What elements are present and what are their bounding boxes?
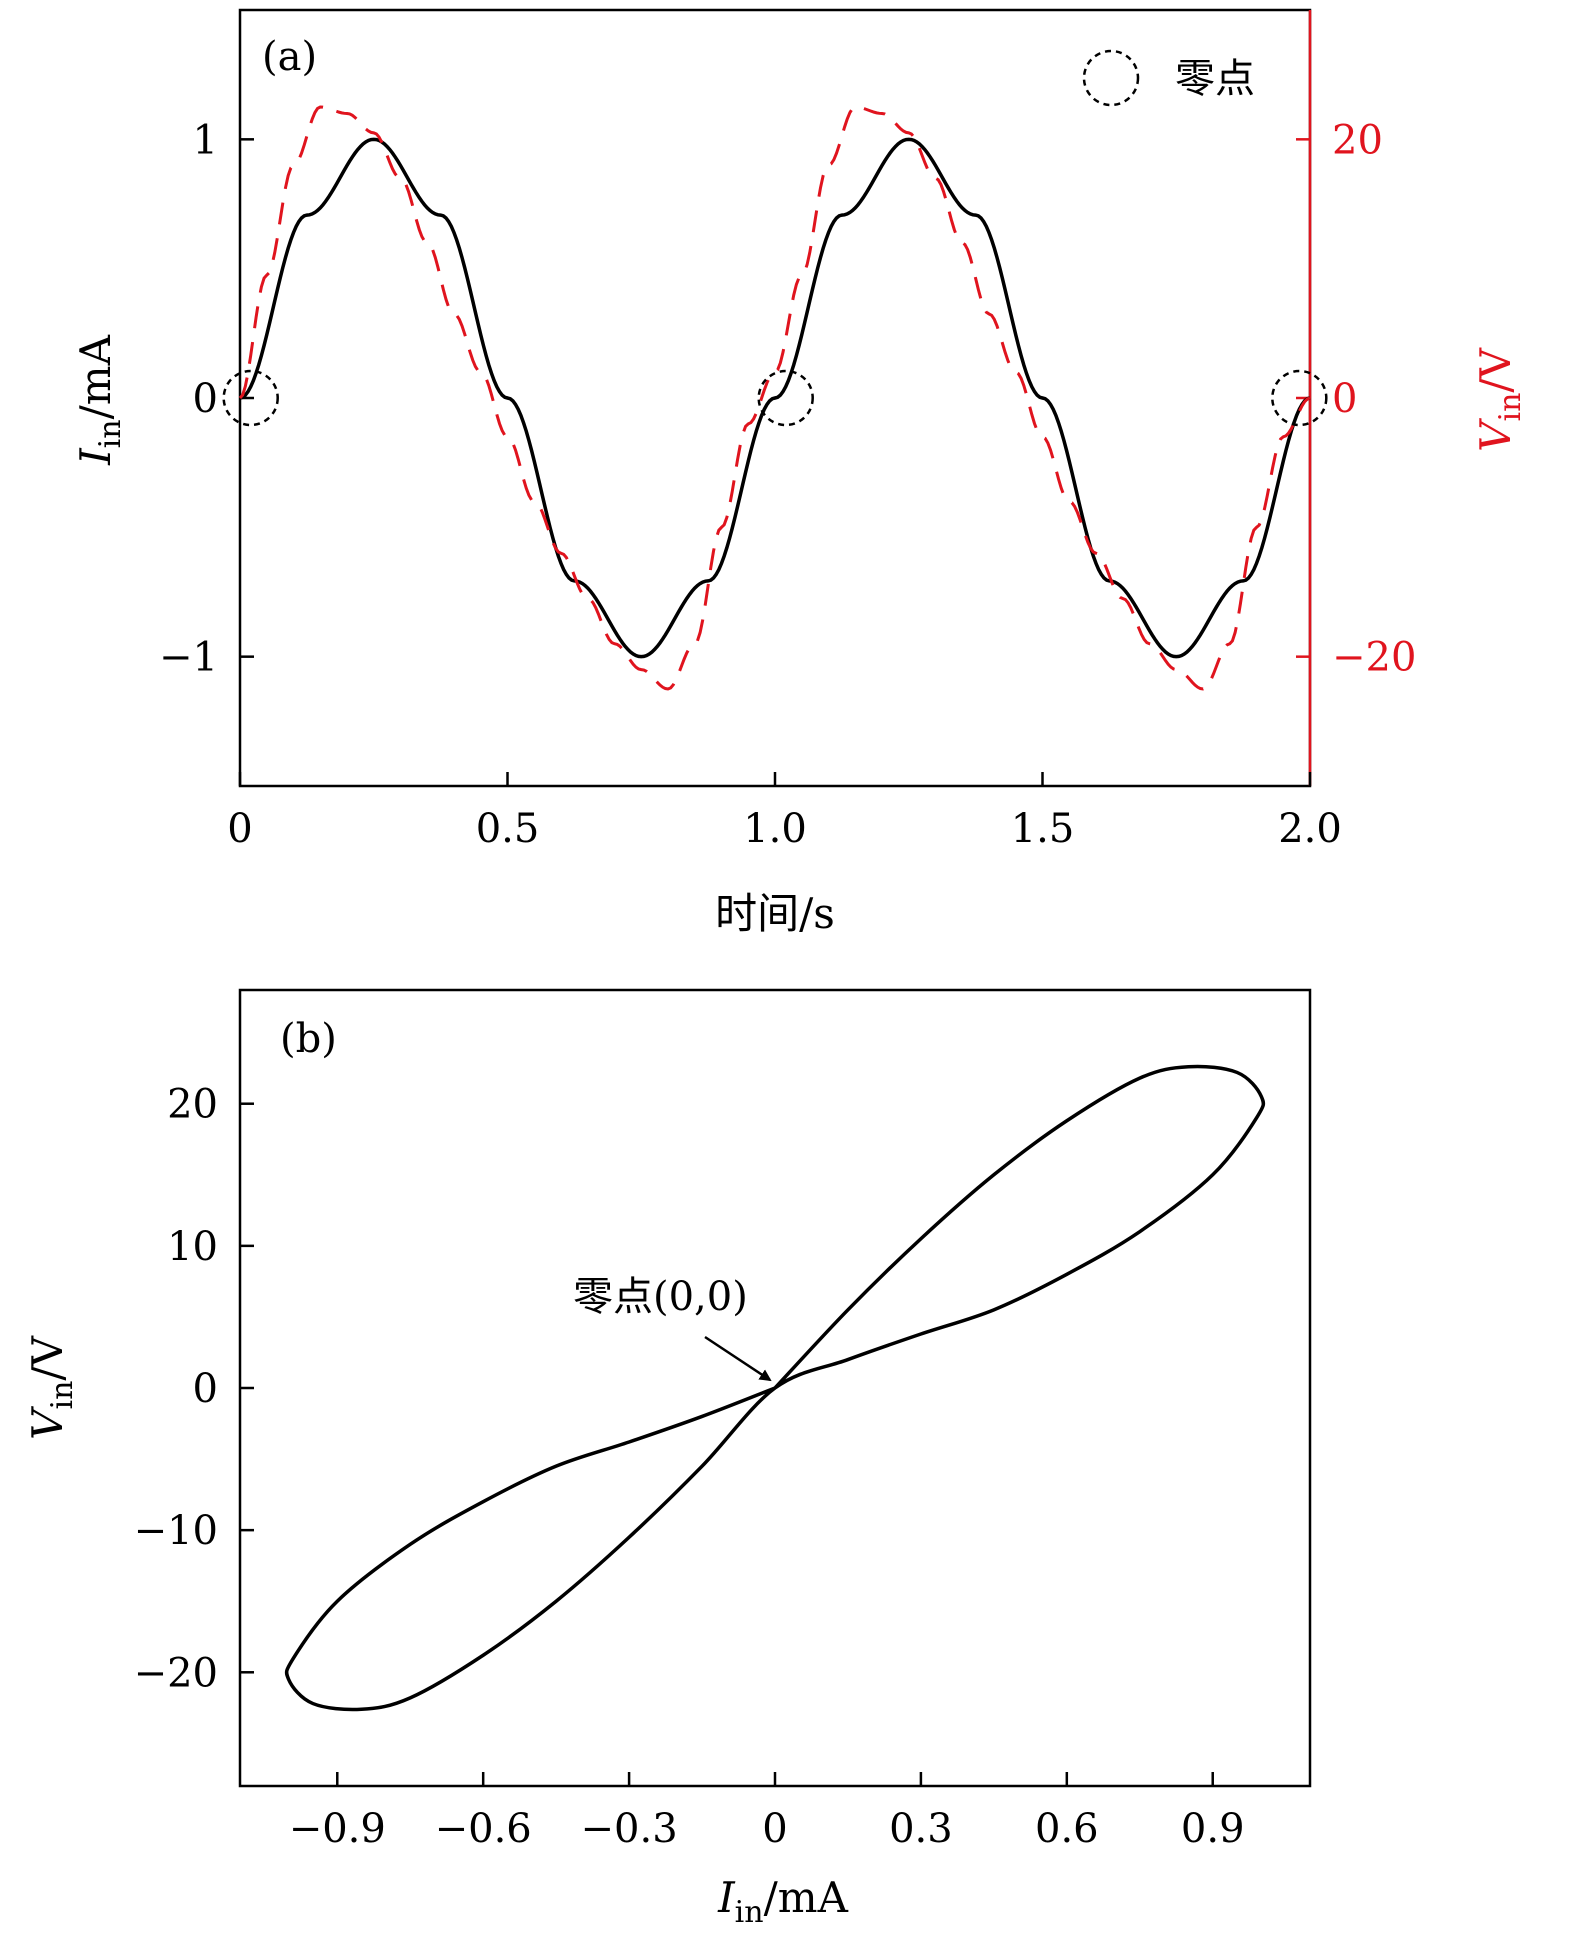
x-tick-label: 0.5 xyxy=(476,806,540,852)
y-ticks-b: 20 10 0 −10 −20 xyxy=(134,1082,254,1696)
x-axis-label-b: Iin/mA xyxy=(717,1873,848,1930)
x-tick-label: 1.5 xyxy=(1011,806,1075,852)
y-ticks-right-a: 20 0 −20 xyxy=(1296,117,1416,681)
x-tick-label: −0.3 xyxy=(581,1806,678,1852)
y-tick-label: 20 xyxy=(167,1082,218,1128)
y-tick-label-left: 0 xyxy=(193,376,218,422)
zero-point-marker xyxy=(757,369,814,427)
y-tick-label: −20 xyxy=(134,1650,218,1696)
y-tick-label-left: 1 xyxy=(193,117,218,163)
y-tick-label-right: 20 xyxy=(1332,117,1383,163)
y-axis-label-b: Vin/V xyxy=(23,1335,80,1439)
svg-text:Iin/mA: Iin/mA xyxy=(71,334,128,465)
x-ticks-b: −0.9 −0.6 −0.3 0 0.3 0.6 0.9 xyxy=(289,1772,1245,1852)
svg-text:Iin/mA: Iin/mA xyxy=(717,1873,848,1930)
x-tick-label: 0 xyxy=(227,806,252,852)
voltage-curve xyxy=(238,105,1311,691)
x-tick-label: 0.3 xyxy=(889,1806,953,1852)
y-tick-label: 10 xyxy=(167,1224,218,1270)
legend-marker-zero-point xyxy=(1082,49,1140,107)
legend-a: 零点 xyxy=(1082,49,1255,107)
x-tick-label: −0.6 xyxy=(435,1806,532,1852)
zero-point-annotation: 零点(0,0) xyxy=(573,1274,772,1382)
hysteresis-loop xyxy=(284,1064,1266,1712)
annotation-label-zero-point: 零点(0,0) xyxy=(573,1274,748,1320)
y-tick-label-left: −1 xyxy=(159,635,218,681)
legend-label-zero-point: 零点 xyxy=(1175,56,1255,102)
panel-label-b: (b) xyxy=(280,1016,337,1062)
x-axis-label-a: 时间/s xyxy=(715,889,835,938)
x-tick-label: 1.0 xyxy=(743,806,807,852)
y-tick-label: −10 xyxy=(134,1508,218,1554)
panel-b: −0.9 −0.6 −0.3 0 0.3 0.6 0.9 20 10 0 −10 −20 (b) 零… xyxy=(23,988,1312,1930)
y-ticks-left-a: 1 0 −1 xyxy=(159,117,254,681)
series-b xyxy=(284,1064,1266,1712)
svg-text:Vin/V: Vin/V xyxy=(23,1335,80,1439)
y-tick-label: 0 xyxy=(193,1366,218,1412)
y-tick-label-right: 0 xyxy=(1332,376,1357,422)
zero-point-markers xyxy=(222,369,1328,427)
x-tick-label: 2.0 xyxy=(1278,806,1342,852)
x-ticks-a: 0 0.5 1.0 1.5 2.0 xyxy=(227,772,1342,852)
panel-label-a: (a) xyxy=(262,34,317,80)
svg-text:Vin/V: Vin/V xyxy=(1471,347,1528,451)
zero-point-marker xyxy=(1271,369,1328,427)
y-axis-label-left-a: Iin/mA xyxy=(71,334,128,465)
panel-a: 0 0.5 1.0 1.5 2.0 1 0 −1 20 0 −20 (a) 零点 时间/s Ii… xyxy=(71,8,1528,938)
annotation-arrow xyxy=(704,1335,772,1382)
y-tick-label-right: −20 xyxy=(1332,635,1416,681)
x-tick-label: 0.9 xyxy=(1181,1806,1245,1852)
y-axis-label-right-a: Vin/V xyxy=(1471,347,1528,451)
current-curve xyxy=(239,137,1311,659)
x-tick-label: 0 xyxy=(762,1806,787,1852)
x-tick-label: −0.9 xyxy=(289,1806,386,1852)
x-tick-label: 0.6 xyxy=(1035,1806,1099,1852)
zero-point-marker xyxy=(222,369,279,427)
series-a xyxy=(238,105,1311,691)
